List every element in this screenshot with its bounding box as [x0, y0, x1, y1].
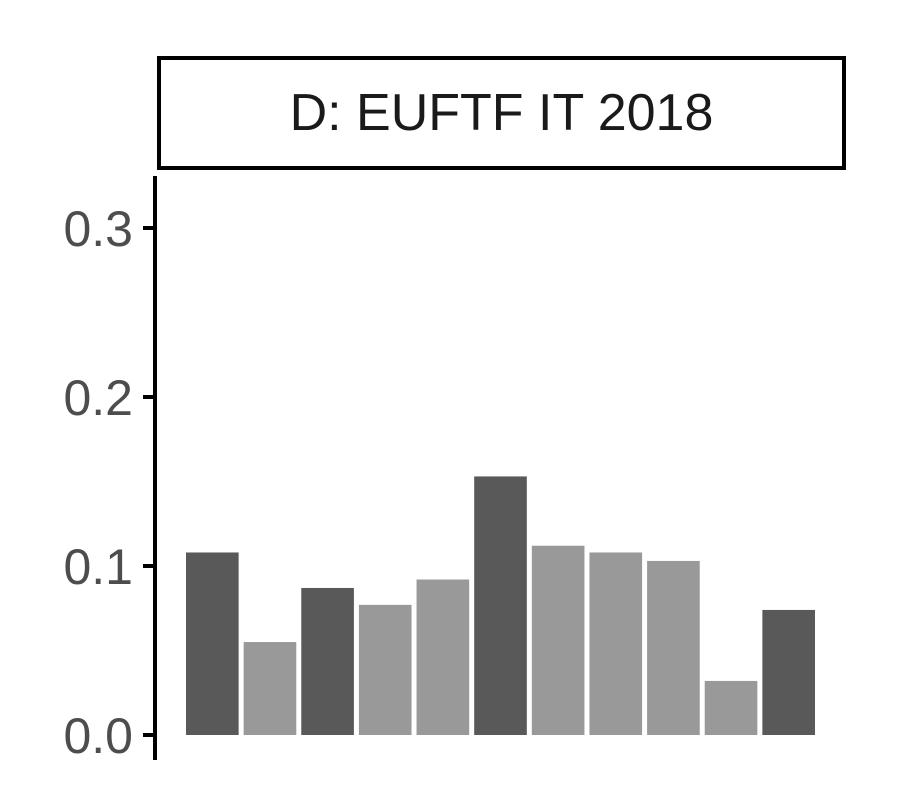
y-tick-label: 0.2: [63, 370, 133, 426]
bar: [186, 552, 239, 735]
bar: [416, 579, 470, 735]
facet-strip-title: D: EUFTF IT 2018: [157, 56, 846, 170]
chart-title: D: EUFTF IT 2018: [289, 84, 714, 142]
bar: [589, 552, 643, 735]
bar: [358, 604, 412, 735]
bar: [762, 609, 815, 735]
bar: [704, 680, 758, 735]
bar: [301, 587, 354, 735]
bar: [243, 642, 297, 735]
bar: [474, 476, 527, 735]
bar: [531, 545, 585, 735]
y-tick-label: 0.0: [63, 708, 133, 764]
y-tick-label: 0.1: [63, 539, 133, 595]
bar: [647, 560, 700, 735]
y-tick-label: 0.3: [63, 201, 133, 257]
